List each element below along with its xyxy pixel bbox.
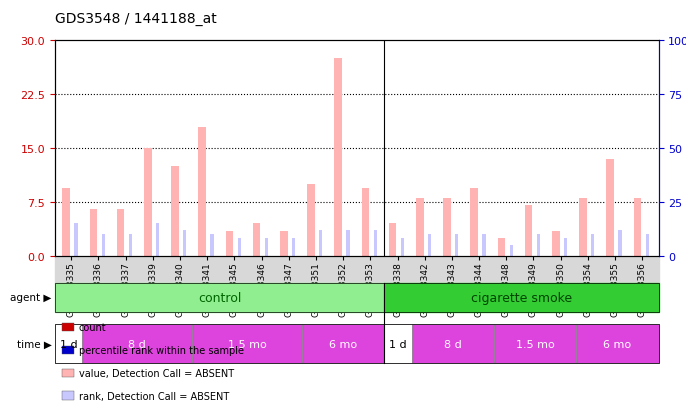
Bar <box>265 239 268 256</box>
Bar <box>443 199 451 256</box>
Bar <box>455 235 458 256</box>
Bar <box>90 209 97 256</box>
Text: value, Detection Call = ABSENT: value, Detection Call = ABSENT <box>79 368 234 378</box>
Bar <box>129 235 132 256</box>
Text: count: count <box>79 323 106 332</box>
Bar <box>211 235 213 256</box>
Text: rank, Detection Call = ABSENT: rank, Detection Call = ABSENT <box>79 391 229 401</box>
Bar <box>307 185 315 256</box>
Bar <box>564 239 567 256</box>
Bar <box>401 239 404 256</box>
Bar <box>471 188 478 256</box>
Bar <box>416 199 424 256</box>
Bar <box>334 59 342 256</box>
Bar <box>237 239 241 256</box>
Bar <box>525 206 532 256</box>
Bar <box>362 188 369 256</box>
Bar <box>102 235 105 256</box>
Bar <box>536 235 540 256</box>
Text: 1 d: 1 d <box>60 339 78 349</box>
Bar <box>497 238 505 256</box>
Bar <box>62 188 70 256</box>
Text: agent ▶: agent ▶ <box>10 292 51 302</box>
Bar <box>292 239 295 256</box>
Text: 8 d: 8 d <box>128 339 146 349</box>
Bar <box>144 149 152 256</box>
Bar <box>346 230 350 256</box>
Text: cigarette smoke: cigarette smoke <box>471 291 572 304</box>
Bar <box>319 230 322 256</box>
Bar <box>198 127 206 256</box>
Bar <box>253 224 261 256</box>
Bar <box>646 235 649 256</box>
Text: 6 mo: 6 mo <box>604 339 631 349</box>
Text: GDS3548 / 1441188_at: GDS3548 / 1441188_at <box>55 12 217 26</box>
Bar <box>552 231 560 256</box>
Bar <box>172 166 179 256</box>
Bar <box>374 230 377 256</box>
Bar <box>510 245 513 256</box>
Bar <box>75 224 78 256</box>
Text: 1 d: 1 d <box>389 339 407 349</box>
Bar <box>579 199 587 256</box>
Text: 6 mo: 6 mo <box>329 339 357 349</box>
Bar <box>280 231 287 256</box>
Text: 1.5 mo: 1.5 mo <box>228 339 266 349</box>
Text: 1.5 mo: 1.5 mo <box>516 339 554 349</box>
Bar <box>428 235 431 256</box>
Bar <box>389 224 397 256</box>
Bar <box>591 235 594 256</box>
Bar <box>606 159 614 256</box>
Bar <box>618 230 622 256</box>
Bar <box>183 230 187 256</box>
Bar <box>634 199 641 256</box>
Bar <box>482 235 486 256</box>
Bar <box>117 209 124 256</box>
Text: time ▶: time ▶ <box>16 339 51 349</box>
Text: 8 d: 8 d <box>444 339 462 349</box>
Text: control: control <box>198 291 241 304</box>
Bar <box>226 231 233 256</box>
Bar <box>156 224 159 256</box>
Text: percentile rank within the sample: percentile rank within the sample <box>79 345 244 355</box>
